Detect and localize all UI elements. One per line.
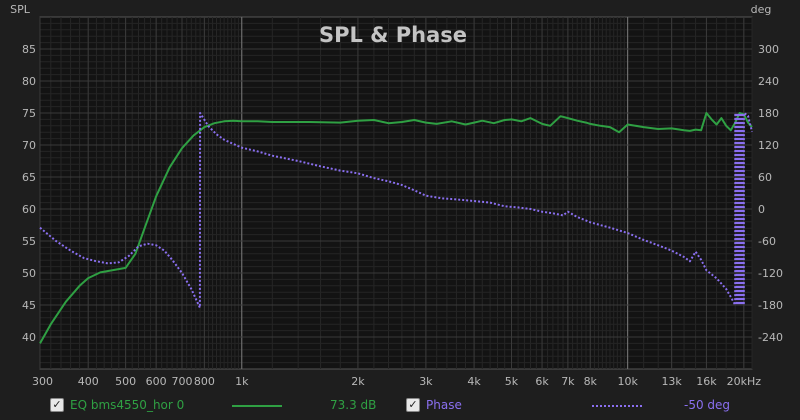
legend: ✓ EQ bms4550_hor 0 73.3 dB ✓ Phase -50 d…	[0, 392, 800, 420]
x-tick-label: 700	[171, 375, 192, 388]
spl-readout-wrap: 73.3 dB	[330, 398, 376, 412]
left-tick-label: 85	[22, 43, 36, 56]
x-tick-label: 7k	[561, 375, 575, 388]
grid	[39, 16, 753, 370]
left-tick-label: 70	[22, 139, 36, 152]
plot-area	[39, 16, 753, 370]
left-axis-label: SPL	[10, 3, 31, 16]
x-tick-label: 500	[115, 375, 136, 388]
phase-readout: -50 deg	[684, 398, 731, 412]
left-tick-label: 75	[22, 107, 36, 120]
x-tick-label: 13k	[661, 375, 682, 388]
phase-series-name: Phase	[426, 398, 462, 412]
phase-checkbox[interactable]: ✓	[406, 398, 420, 412]
legend-item-spl[interactable]: ✓ EQ bms4550_hor 0	[50, 398, 184, 412]
phase-line	[39, 112, 753, 309]
left-tick-label: 50	[22, 267, 36, 280]
left-tick-label: 65	[22, 171, 36, 184]
x-tick-label: 1k	[235, 375, 249, 388]
right-tick-label: -120	[758, 267, 783, 280]
right-tick-label: 0	[758, 203, 765, 216]
left-tick-label: 55	[22, 235, 36, 248]
left-tick-label: 80	[22, 75, 36, 88]
x-tick-label: 10k	[617, 375, 638, 388]
right-tick-label: 300	[758, 43, 779, 56]
right-tick-label: -180	[758, 299, 783, 312]
spl-line-swatch	[232, 405, 282, 407]
chart-title: SPL & Phase	[319, 23, 467, 47]
spl-checkbox[interactable]: ✓	[50, 398, 64, 412]
left-tick-label: 45	[22, 299, 36, 312]
x-tick-labels: 300 400 500 600 700 800 1k 2k 3k 4k 5k 6k 7k 8k 10k 13k…	[32, 375, 761, 388]
phase-readout-wrap: -50 deg	[684, 398, 730, 412]
x-tick-label: 2k	[351, 375, 365, 388]
x-tick-label: 8k	[584, 375, 598, 388]
spl-readout: 73.3 dB	[330, 398, 377, 412]
x-tick-label: 600	[146, 375, 167, 388]
right-tick-labels: -240 -180 -120 -60 0 60 120 180 240 300	[758, 43, 783, 344]
right-tick-label: 120	[758, 139, 779, 152]
x-tick-label: 6k	[535, 375, 549, 388]
left-tick-labels: 40 45 50 55 60 65 70 75 80 85	[22, 43, 36, 344]
left-tick-label: 60	[22, 203, 36, 216]
right-tick-label: -240	[758, 331, 783, 344]
right-axis-label: deg	[751, 3, 772, 16]
left-tick-label: 40	[22, 331, 36, 344]
legend-item-phase[interactable]: ✓ Phase	[406, 398, 462, 412]
right-tick-label: 60	[758, 171, 772, 184]
right-tick-label: -60	[758, 235, 776, 248]
x-tick-label: 5k	[505, 375, 519, 388]
x-tick-label: 20kHz	[727, 375, 762, 388]
spl-line	[39, 112, 753, 344]
x-tick-label: 400	[78, 375, 99, 388]
phase-line-swatch	[592, 405, 642, 407]
right-tick-label: 180	[758, 107, 779, 120]
right-tick-label: 240	[758, 75, 779, 88]
x-tick-label: 300	[32, 375, 53, 388]
series-layer	[39, 112, 753, 344]
x-tick-label: 16k	[696, 375, 717, 388]
spl-series-name: EQ bms4550_hor 0	[70, 398, 185, 412]
x-tick-label: 4k	[467, 375, 481, 388]
x-tick-label: 3k	[419, 375, 433, 388]
x-tick-label: 800	[194, 375, 215, 388]
